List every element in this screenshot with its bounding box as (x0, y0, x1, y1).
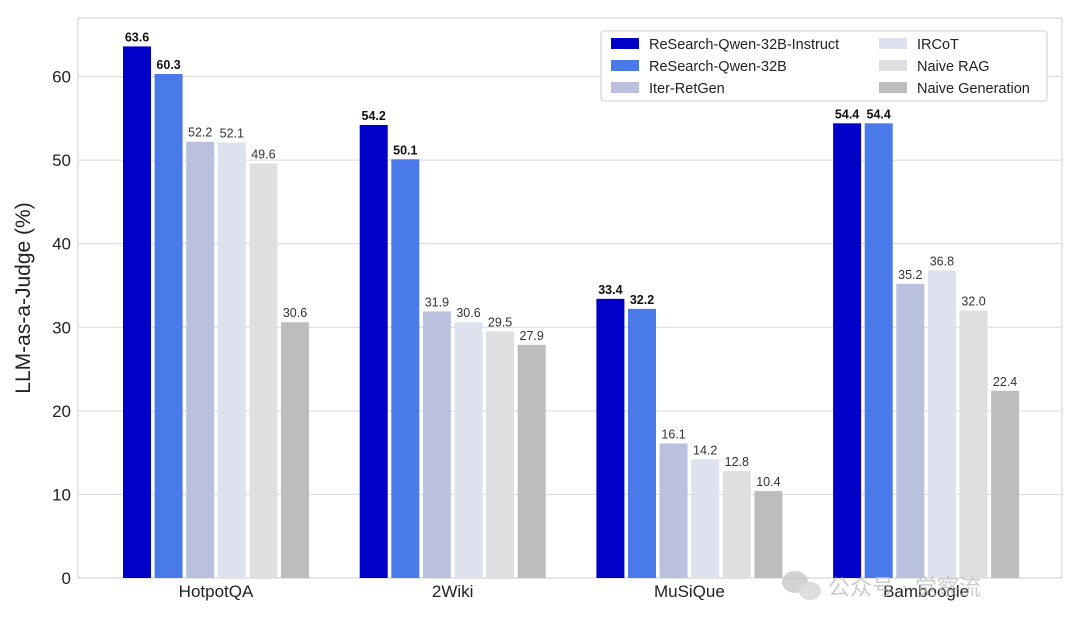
y-tick-label: 10 (52, 485, 71, 504)
data-label: 54.4 (835, 107, 859, 121)
legend-label: Naive RAG (917, 59, 990, 75)
bars: 63.6 60.3 52.2 52.1 49.6 30.6 54.2 50.1 31.9 30.6… (123, 30, 1020, 579)
data-label: 33.4 (598, 283, 622, 297)
bar (391, 159, 420, 579)
watermark-text: 公众号 · 觉察流 (828, 576, 981, 601)
legend-swatch (879, 82, 907, 93)
wechat-icon (782, 571, 821, 600)
bar (454, 322, 483, 578)
bar (833, 123, 862, 579)
bar (217, 142, 246, 579)
bar (422, 311, 451, 578)
y-tick-label: 50 (52, 151, 71, 170)
data-label: 52.1 (220, 127, 244, 141)
data-label: 60.3 (156, 58, 180, 72)
data-label: 14.2 (693, 443, 717, 457)
legend-swatch (879, 38, 907, 49)
x-axis: HotpotQA 2Wiki MuSiQue Bamboogle (179, 582, 969, 601)
legend-label: ReSearch-Qwen-32B (649, 59, 787, 75)
legend-swatch (879, 60, 907, 71)
y-tick-label: 40 (52, 235, 71, 254)
y-tick-label: 0 (62, 569, 71, 588)
bar (596, 298, 625, 578)
data-label: 52.2 (188, 126, 212, 140)
y-tick-label: 60 (52, 68, 71, 87)
data-label: 54.2 (362, 109, 386, 123)
data-label: 10.4 (756, 475, 780, 489)
data-label: 36.8 (930, 254, 954, 268)
data-label: 29.5 (488, 315, 512, 329)
x-tick-label: HotpotQA (179, 582, 254, 601)
bar (123, 46, 151, 579)
bar (359, 124, 388, 578)
data-label: 54.4 (867, 107, 891, 121)
bar (959, 310, 988, 578)
legend-swatch (611, 60, 639, 71)
data-label: 49.6 (251, 147, 275, 161)
bar (249, 163, 278, 578)
y-tick-label: 30 (52, 318, 71, 337)
data-label: 31.9 (425, 295, 449, 309)
data-label: 22.4 (993, 375, 1017, 389)
bar (281, 322, 309, 578)
data-label: 32.0 (961, 295, 985, 309)
data-label: 30.6 (456, 306, 480, 320)
legend-label: Iter-RetGen (649, 81, 725, 97)
y-tick-label: 20 (52, 402, 71, 421)
y-axis-title: LLM-as-a-Judge (%) (12, 202, 35, 393)
data-label: 16.1 (661, 427, 685, 441)
watermark: 公众号 · 觉察流 (782, 571, 981, 601)
bar (927, 270, 956, 578)
bar (186, 141, 215, 579)
data-label: 12.8 (725, 455, 749, 469)
bar (659, 443, 688, 578)
data-label: 35.2 (898, 268, 922, 282)
bar (486, 331, 515, 578)
data-label: 32.2 (630, 293, 654, 307)
data-label: 63.6 (125, 30, 149, 44)
legend-label: ReSearch-Qwen-32B-Instruct (649, 37, 839, 53)
bar (864, 123, 893, 579)
x-tick-label: MuSiQue (654, 582, 725, 601)
bar (154, 74, 183, 578)
bar (754, 491, 783, 578)
bar (517, 344, 546, 578)
data-label: 27.9 (520, 329, 544, 343)
legend-label: Naive Generation (917, 81, 1030, 97)
legend-label: IRCoT (917, 37, 959, 53)
bar (896, 283, 925, 578)
bar (628, 308, 656, 578)
bar (691, 459, 720, 578)
legend-frame (600, 30, 1048, 102)
x-tick-label: 2Wiki (432, 582, 474, 601)
y-axis: 0 10 20 30 40 50 60 (52, 68, 71, 588)
bar (722, 471, 751, 578)
legend: ReSearch-Qwen-32B-Instruct ReSearch-Qwen-… (600, 30, 1048, 102)
data-label: 30.6 (283, 306, 307, 320)
legend-swatch (611, 38, 639, 49)
data-label: 50.1 (393, 143, 417, 157)
bar (991, 390, 1020, 578)
legend-swatch (611, 82, 639, 93)
x-tick-label: Bamboogle (883, 582, 969, 601)
